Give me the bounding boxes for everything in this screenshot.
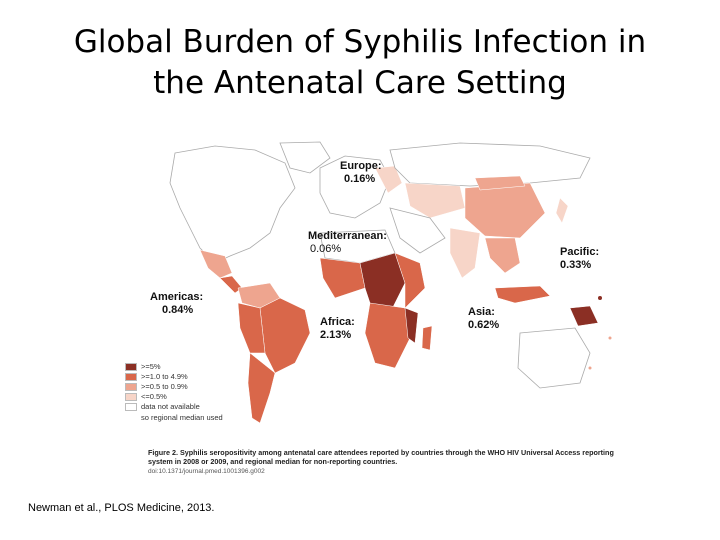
legend-swatch [125, 373, 137, 381]
legend-label: >=1.0 to 4.9% [141, 372, 188, 381]
landmass-central-asia [404, 182, 466, 219]
landmass-southern-cone [247, 352, 276, 424]
landmass-north-america [169, 145, 296, 264]
landmass-europe [319, 155, 391, 219]
region-label-mediterranean: Mediterranean: 0.06% [308, 230, 387, 256]
legend-label: <=0.5% [141, 392, 167, 401]
map-figure: Europe: 0.16% Mediterranean: 0.06% Pacif… [120, 138, 620, 475]
region-value: 0.06% [310, 243, 342, 255]
landmass-east-africa [394, 252, 426, 309]
landmass-brazil [259, 297, 311, 374]
world-map [169, 141, 612, 424]
landmass-peru-bolivia [237, 302, 266, 354]
legend-entry: >=0.5 to 0.9% [125, 382, 223, 392]
landmass-china [464, 182, 546, 239]
region-name: Americas: [150, 291, 204, 303]
region-name: Europe: [340, 160, 382, 172]
region-value: 2.13% [320, 329, 352, 341]
slide-title: Global Burden of Syphilis Infection in t… [20, 22, 700, 104]
legend-label: >=0.5 to 0.9% [141, 382, 188, 391]
island-marker [598, 296, 602, 300]
region-value: 0.84% [162, 304, 194, 316]
caption-doi: doi:10.1371/journal.pmed.1001396.g002 [148, 468, 265, 475]
landmass-mexico [199, 249, 233, 279]
region-label-africa: Africa: 2.13% [320, 316, 355, 342]
citation: Newman et al., PLOS Medicine, 2013. [28, 502, 215, 514]
region-label-americas: Americas: 0.84% [150, 291, 203, 317]
map-legend: >=5% >=1.0 to 4.9% >=0.5 to 0.9% <=0.5% … [125, 362, 223, 423]
island-marker [588, 366, 592, 370]
region-label-asia: Asia: 0.62% [468, 306, 499, 332]
region-label-pacific: Pacific: 0.33% [560, 246, 599, 272]
landmass-india [449, 227, 481, 279]
legend-entry: >=1.0 to 4.9% [125, 372, 223, 382]
landmass-australia [517, 327, 591, 389]
landmass-indonesia [494, 285, 551, 304]
region-name: Pacific: [560, 246, 600, 258]
caption-text: Figure 2. Syphilis seropositivity among … [148, 448, 614, 466]
landmass-southeast-asia [484, 237, 521, 274]
region-name: Africa: [320, 316, 355, 328]
landmass-west-africa [319, 257, 366, 299]
region-value: 0.16% [344, 173, 376, 185]
legend-label: data not available [141, 402, 200, 411]
landmass-southern-africa [364, 302, 411, 369]
legend-swatch [125, 383, 137, 391]
legend-swatch [125, 393, 137, 401]
legend-entry: <=0.5% [125, 392, 223, 402]
landmass-japan [555, 197, 569, 224]
legend-entry: >=5% [125, 362, 223, 372]
region-name: Mediterranean: [308, 230, 387, 242]
title-line-1: Global Burden of Syphilis Infection in [73, 24, 647, 60]
region-value: 0.62% [468, 319, 500, 331]
landmass-middle-east [389, 207, 446, 254]
landmass-eastern-europe [374, 165, 403, 194]
region-label-europe: Europe: 0.16% [340, 160, 382, 186]
region-value: 0.33% [560, 259, 592, 271]
legend-note: so regional median used [141, 413, 223, 422]
legend-label: >=5% [141, 362, 161, 371]
landmass-mozambique [404, 307, 419, 344]
legend-entry: data not available [125, 402, 223, 412]
island-marker [608, 336, 612, 340]
landmass-papua [569, 305, 599, 327]
figure-caption: Figure 2. Syphilis seropositivity among … [148, 448, 618, 476]
legend-swatch [125, 363, 137, 371]
legend-swatch [125, 403, 137, 411]
title-line-2: the Antenatal Care Setting [153, 65, 567, 101]
landmass-russia [389, 142, 591, 187]
landmass-mongolia [474, 175, 526, 191]
landmass-madagascar [421, 325, 433, 351]
landmass-greenland [279, 141, 331, 174]
region-name: Asia: [468, 306, 495, 318]
